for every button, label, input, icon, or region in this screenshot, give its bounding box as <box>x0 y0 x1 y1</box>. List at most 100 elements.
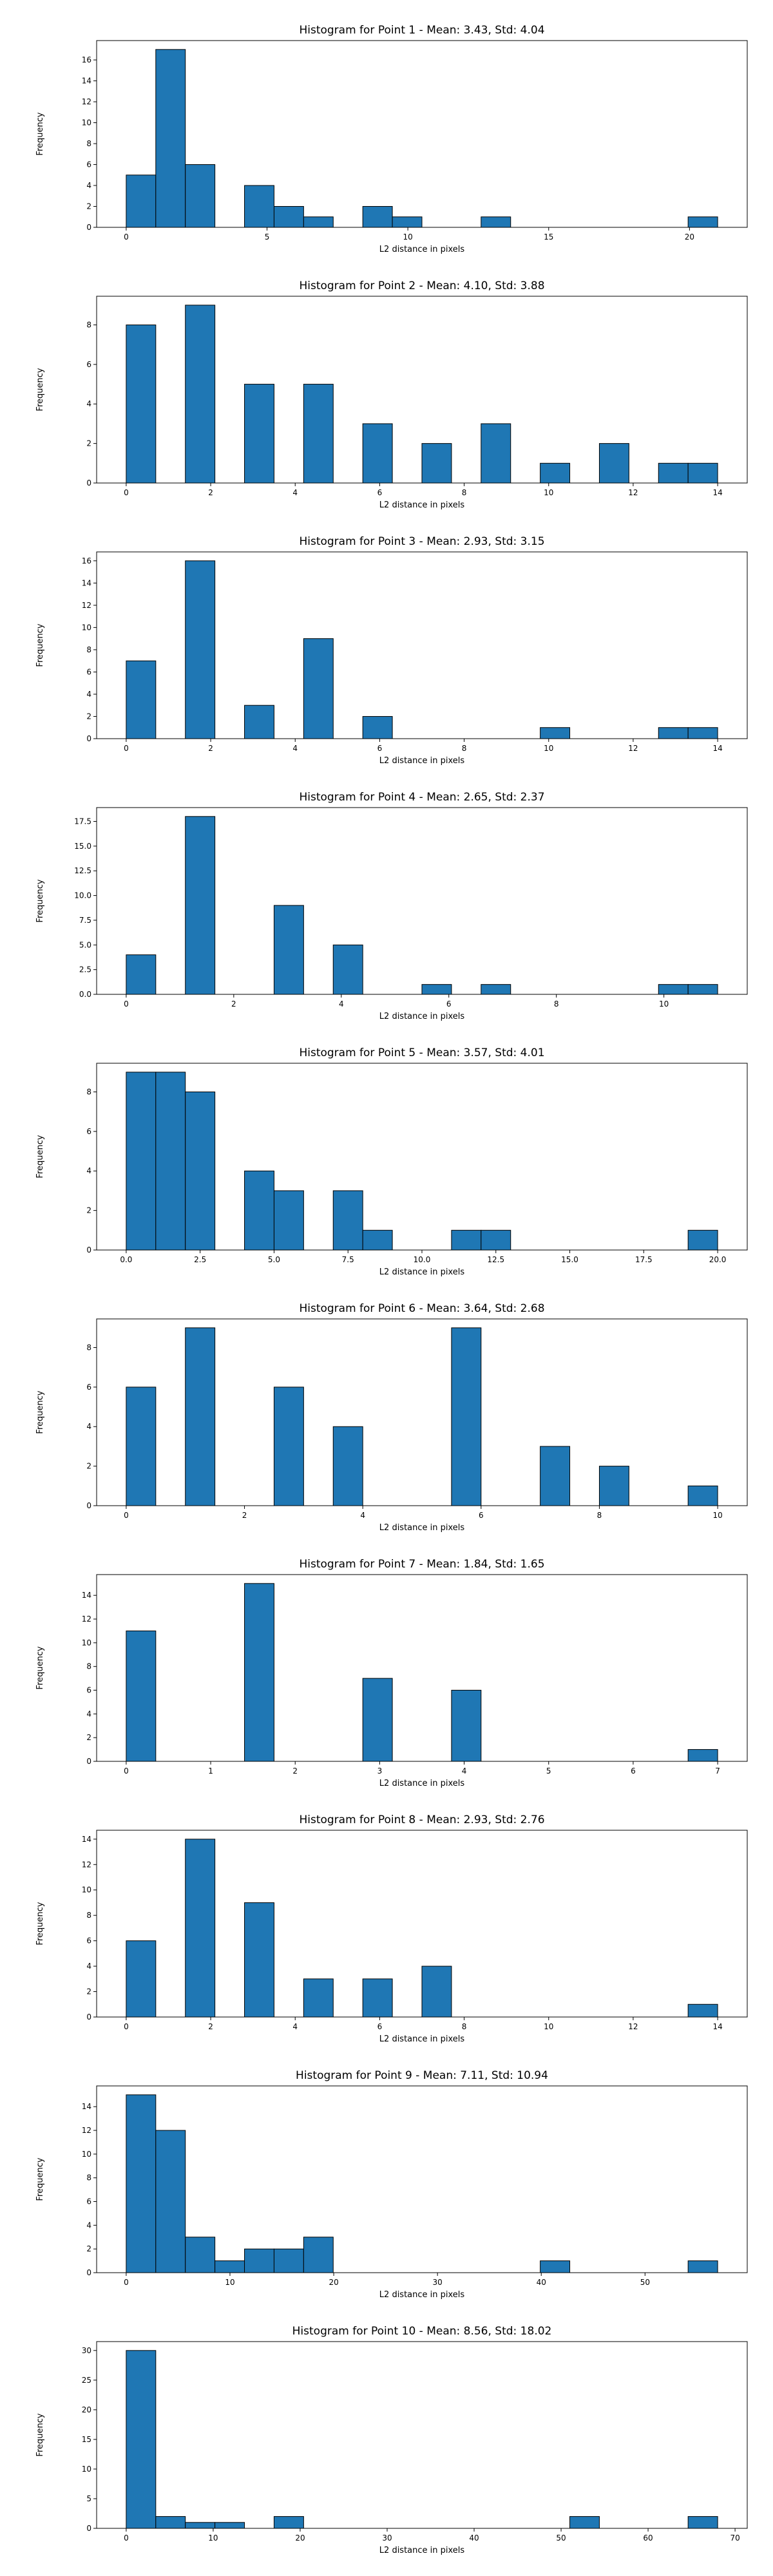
histogram-bar <box>244 2248 274 2273</box>
y-tick-label: 10 <box>82 2465 91 2474</box>
histogram-panel-6: Histogram for Point 6 - Mean: 3.64, Std:… <box>35 1302 748 1533</box>
histogram-bar <box>540 2260 571 2273</box>
y-axis-label: Frequency <box>35 1902 45 1945</box>
histogram-panel-5: Histogram for Point 5 - Mean: 3.57, Std:… <box>35 1046 748 1277</box>
x-tick-label: 5 <box>265 232 270 242</box>
histogram-bar <box>658 984 689 995</box>
x-tick-label: 5.0 <box>268 1255 280 1264</box>
histogram-bar <box>303 1978 334 2018</box>
x-tick-label: 2 <box>208 2022 213 2031</box>
histogram-bar <box>687 2003 718 2018</box>
x-tick-label: 20 <box>295 2533 305 2543</box>
y-tick-label: 10 <box>82 1886 91 1895</box>
y-tick-label: 0 <box>86 2268 91 2277</box>
y-tick-label: 4 <box>86 2221 91 2230</box>
histogram-panel-9: Histogram for Point 9 - Mean: 7.11, Std:… <box>35 2069 748 2300</box>
y-tick-label: 6 <box>86 1383 91 1392</box>
y-tick-label: 4 <box>86 1166 91 1175</box>
x-tick-label: 20 <box>685 232 694 242</box>
histogram-bar <box>126 324 157 484</box>
histogram-bar <box>155 1072 186 1251</box>
y-tick-label: 14 <box>82 2102 91 2111</box>
y-tick-label: 16 <box>82 55 91 64</box>
x-tick-label: 7 <box>715 1766 720 1776</box>
histogram-bar <box>185 1327 216 1506</box>
y-tick-label: 6 <box>86 1937 91 1946</box>
x-axis-label: L2 distance in pixels <box>379 1523 465 1533</box>
x-tick-label: 15 <box>544 232 553 242</box>
histogram-bar <box>185 2522 216 2529</box>
x-tick-label: 14 <box>712 744 722 753</box>
y-axis-label: Frequency <box>35 1390 45 1434</box>
x-tick-label: 10 <box>403 232 412 242</box>
histogram-bar <box>332 1190 363 1251</box>
histogram-bar <box>155 49 186 228</box>
x-axis-label: L2 distance in pixels <box>379 1267 465 1277</box>
x-tick-label: 12.5 <box>487 1255 504 1264</box>
x-tick-label: 10 <box>712 1511 722 1520</box>
y-tick-label: 10 <box>82 118 91 128</box>
histogram-bar <box>185 1091 216 1251</box>
y-tick-label: 0 <box>86 2012 91 2022</box>
x-tick-label: 0 <box>124 232 129 242</box>
x-tick-label: 30 <box>433 2278 443 2287</box>
histogram-bar <box>126 2350 157 2529</box>
x-tick-label: 8 <box>597 1511 602 1520</box>
x-tick-label: 10 <box>544 2022 553 2031</box>
x-axis-label: L2 distance in pixels <box>379 2034 465 2044</box>
chart-title: Histogram for Point 8 - Mean: 2.93, Std:… <box>299 1814 544 1826</box>
y-tick-label: 30 <box>82 2346 91 2355</box>
x-tick-label: 12 <box>628 744 638 753</box>
histogram-bar <box>451 1229 482 1251</box>
y-tick-label: 4 <box>86 399 91 408</box>
x-tick-label: 0.0 <box>120 1255 132 1264</box>
histogram-bar <box>303 2237 334 2273</box>
histogram-bar <box>244 1583 274 1762</box>
histogram-bar <box>303 216 334 228</box>
axes-frame <box>96 296 748 484</box>
histogram-panel-8: Histogram for Point 8 - Mean: 2.93, Std:… <box>35 1814 748 2044</box>
histogram-bar <box>481 984 511 995</box>
y-tick-label: 10.0 <box>74 891 91 900</box>
x-axis-label: L2 distance in pixels <box>379 756 465 766</box>
y-tick-label: 15.0 <box>74 842 91 851</box>
histogram-bar <box>687 2516 718 2529</box>
y-tick-label: 8 <box>86 1662 91 1671</box>
histogram-bar <box>244 1902 274 2018</box>
y-tick-label: 0 <box>86 1245 91 1255</box>
y-tick-label: 8 <box>86 139 91 148</box>
histogram-bar <box>451 1327 482 1506</box>
y-tick-label: 12 <box>82 2126 91 2135</box>
x-tick-label: 17.5 <box>635 1255 653 1264</box>
y-tick-label: 2.5 <box>79 965 91 974</box>
histogram-bar <box>687 984 718 995</box>
chart-title: Histogram for Point 7 - Mean: 1.84, Std:… <box>299 1558 544 1571</box>
histogram-bar <box>215 2522 245 2529</box>
y-tick-label: 5.0 <box>79 940 91 949</box>
axes-frame <box>96 807 748 995</box>
histogram-bar <box>273 2248 304 2273</box>
x-tick-label: 4 <box>360 1511 365 1520</box>
histogram-bar <box>244 384 274 484</box>
x-tick-label: 2.5 <box>194 1255 206 1264</box>
histogram-panel-2: Histogram for Point 2 - Mean: 4.10, Std:… <box>35 279 748 510</box>
histogram-panel-3: Histogram for Point 3 - Mean: 2.93, Std:… <box>35 535 748 766</box>
histogram-bar <box>273 206 304 228</box>
histogram-bar <box>273 2516 304 2529</box>
histogram-bar <box>215 2260 245 2273</box>
y-tick-label: 12.5 <box>74 866 91 875</box>
x-tick-label: 0 <box>124 488 129 497</box>
histogram-bar <box>303 384 334 484</box>
x-tick-label: 7.5 <box>342 1255 354 1264</box>
histogram-bar <box>687 462 718 484</box>
x-tick-label: 6 <box>631 1766 636 1776</box>
histogram-bar <box>126 1387 157 1506</box>
x-tick-label: 50 <box>640 2278 650 2287</box>
histogram-bar <box>451 1690 482 1762</box>
x-axis-label: L2 distance in pixels <box>379 2290 465 2300</box>
y-tick-label: 10 <box>82 2150 91 2159</box>
y-tick-label: 2 <box>86 2244 91 2253</box>
x-tick-label: 0 <box>124 744 129 753</box>
histogram-bar <box>185 560 216 739</box>
